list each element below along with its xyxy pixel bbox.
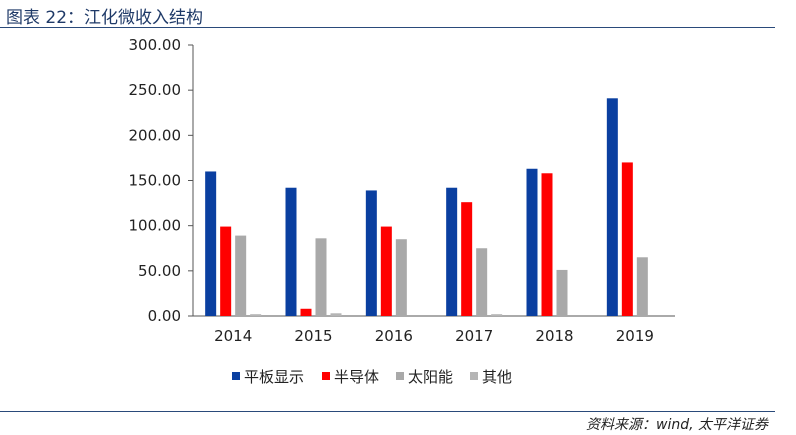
bar-2019-太阳能 <box>636 257 648 316</box>
legend-label: 太阳能 <box>408 368 453 386</box>
x-tick-label: 2016 <box>375 327 413 345</box>
bar-2017-太阳能 <box>476 248 488 316</box>
bar-2019-平板显示 <box>606 98 618 317</box>
legend-swatch <box>470 372 478 380</box>
y-tick-label: 200.00 <box>129 126 182 144</box>
x-tick-label: 2019 <box>616 327 654 345</box>
x-tick-label: 2014 <box>214 327 252 345</box>
bar-2017-其他 <box>491 314 503 316</box>
bar-2015-平板显示 <box>285 187 297 316</box>
bar-2016-半导体 <box>380 226 392 316</box>
bar-2014-平板显示 <box>205 171 217 316</box>
y-tick-label: 150.00 <box>129 172 182 190</box>
bar-2016-平板显示 <box>365 190 377 316</box>
bar-2018-平板显示 <box>526 168 538 316</box>
bar-2014-其他 <box>250 314 262 316</box>
bar-2014-半导体 <box>220 226 232 316</box>
legend-label: 其他 <box>482 368 512 386</box>
legend-swatch <box>232 372 240 380</box>
bottom-divider <box>0 411 775 412</box>
bar-2015-半导体 <box>300 308 312 316</box>
legend-label: 半导体 <box>334 368 379 386</box>
bar-2018-太阳能 <box>556 269 568 316</box>
bar-2017-平板显示 <box>446 187 458 316</box>
bar-2017-半导体 <box>461 202 473 316</box>
bar-2015-太阳能 <box>315 238 327 316</box>
x-tick-label: 2015 <box>294 327 332 345</box>
x-tick-label: 2017 <box>455 327 493 345</box>
bar-2018-半导体 <box>541 173 553 316</box>
top-divider <box>0 27 775 28</box>
legend-swatch <box>322 372 330 380</box>
x-tick-label: 2018 <box>535 327 573 345</box>
legend-swatch <box>396 372 404 380</box>
bar-2014-太阳能 <box>235 235 247 316</box>
bar-2019-半导体 <box>621 162 633 316</box>
chart-title: 图表 22：江化微收入结构 <box>6 8 204 28</box>
y-tick-label: 250.00 <box>129 81 182 99</box>
y-tick-label: 0.00 <box>148 307 181 325</box>
source-note: 资料来源：wind, 太平洋证券 <box>586 417 768 433</box>
y-tick-label: 100.00 <box>129 217 182 235</box>
y-tick-label: 300.00 <box>129 36 182 54</box>
bar-2015-其他 <box>330 313 342 316</box>
legend-label: 平板显示 <box>244 368 304 386</box>
y-tick-label: 50.00 <box>138 262 181 280</box>
bar-2016-太阳能 <box>395 239 407 316</box>
